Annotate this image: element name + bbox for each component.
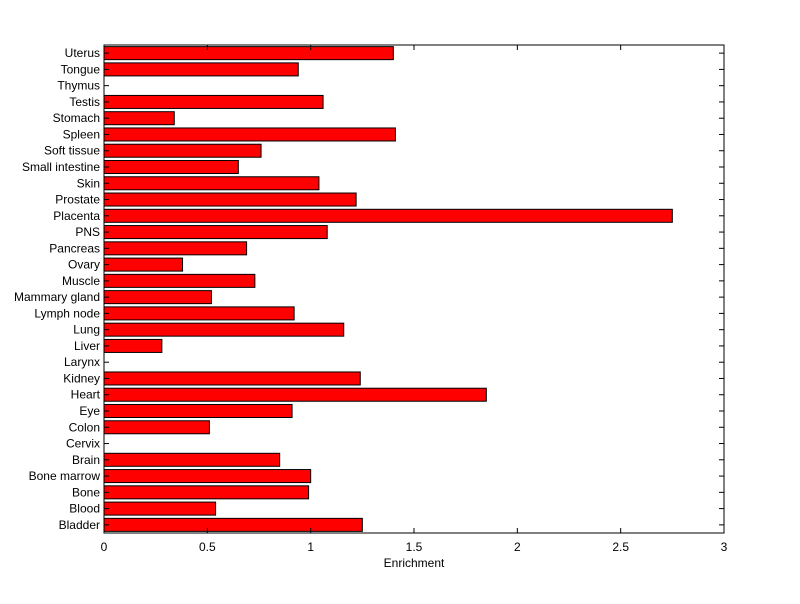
bar-pns xyxy=(103,225,328,240)
bar-liver xyxy=(103,338,163,353)
y-tick-label-kidney: Kidney xyxy=(63,371,100,385)
bar-small-intestine xyxy=(103,159,239,175)
bar-uterus xyxy=(103,46,394,61)
ticks-layer xyxy=(103,45,725,533)
x-tick-label: 1 xyxy=(307,540,314,554)
y-tick-label-muscle: Muscle xyxy=(62,274,100,288)
y-tick-label-uterus: Uterus xyxy=(65,46,100,60)
bar-lymph-node xyxy=(103,306,295,321)
y-tick-label-spleen: Spleen xyxy=(63,127,100,141)
x-tick-label: 2.5 xyxy=(612,540,629,554)
y-tick-label-bladder: Bladder xyxy=(59,518,100,532)
y-tick-label-pancreas: Pancreas xyxy=(49,241,100,255)
x-tick-label: 1.5 xyxy=(406,540,423,554)
bar-pancreas xyxy=(103,241,248,256)
bar-skin xyxy=(103,176,320,191)
y-tick-label-colon: Colon xyxy=(69,420,100,434)
bars-layer xyxy=(103,46,673,532)
bar-bone xyxy=(103,485,310,500)
y-tick-label-soft-tissue: Soft tissue xyxy=(44,144,100,158)
bar-blood xyxy=(103,501,217,516)
y-tick-label-lung: Lung xyxy=(73,323,100,337)
y-tick-label-placenta: Placenta xyxy=(53,209,100,223)
y-tick-label-brain: Brain xyxy=(72,453,100,467)
x-axis-label: Enrichment xyxy=(384,556,445,570)
y-tick-label-thymus: Thymus xyxy=(57,79,100,93)
bar-kidney xyxy=(103,371,361,386)
x-tick-label: 2 xyxy=(514,540,521,554)
x-tick-label: 3 xyxy=(721,540,728,554)
bar-lung xyxy=(103,322,345,337)
y-tick-label-larynx: Larynx xyxy=(64,355,100,369)
y-tick-label-mammary-gland: Mammary gland xyxy=(14,290,100,304)
y-tick-label-heart: Heart xyxy=(71,388,101,402)
bar-eye xyxy=(103,403,293,419)
bar-testis xyxy=(103,94,324,109)
bar-placenta xyxy=(103,208,673,223)
y-tick-label-ovary: Ovary xyxy=(68,258,100,272)
y-tick-label-stomach: Stomach xyxy=(53,111,100,125)
bar-spleen xyxy=(103,127,396,142)
y-tick-label-pns: PNS xyxy=(75,225,100,239)
y-tick-label-blood: Blood xyxy=(69,502,100,516)
x-tick-label: 0.5 xyxy=(199,540,216,554)
bar-heart xyxy=(103,387,487,402)
y-tick-label-cervix: Cervix xyxy=(66,437,100,451)
bar-colon xyxy=(103,420,210,435)
y-tick-label-bone-marrow: Bone marrow xyxy=(29,469,101,483)
bar-muscle xyxy=(103,273,256,288)
y-tick-label-lymph-node: Lymph node xyxy=(34,306,100,320)
labels-layer: Uterus Tongue Thymus Testis Stomach Spleen Sof… xyxy=(14,46,728,554)
bar-ovary xyxy=(103,257,184,272)
y-tick-label-small-intestine: Small intestine xyxy=(22,160,100,174)
bar-tongue xyxy=(103,62,299,77)
y-tick-label-bone: Bone xyxy=(72,485,100,499)
x-tick-label: 0 xyxy=(101,540,108,554)
bar-brain xyxy=(103,452,281,467)
y-tick-label-eye: Eye xyxy=(79,404,100,418)
y-tick-label-skin: Skin xyxy=(77,176,100,190)
bar-mammary-gland xyxy=(103,290,212,305)
bar-soft-tissue xyxy=(103,143,262,158)
y-tick-label-testis: Testis xyxy=(69,95,100,109)
y-tick-label-prostate: Prostate xyxy=(55,193,100,207)
bar-bone-marrow xyxy=(103,469,312,484)
y-tick-label-tongue: Tongue xyxy=(61,62,101,76)
bar-bladder xyxy=(103,517,363,532)
y-tick-label-liver: Liver xyxy=(74,339,100,353)
bar-stomach xyxy=(103,111,175,126)
bar-prostate xyxy=(103,192,357,207)
